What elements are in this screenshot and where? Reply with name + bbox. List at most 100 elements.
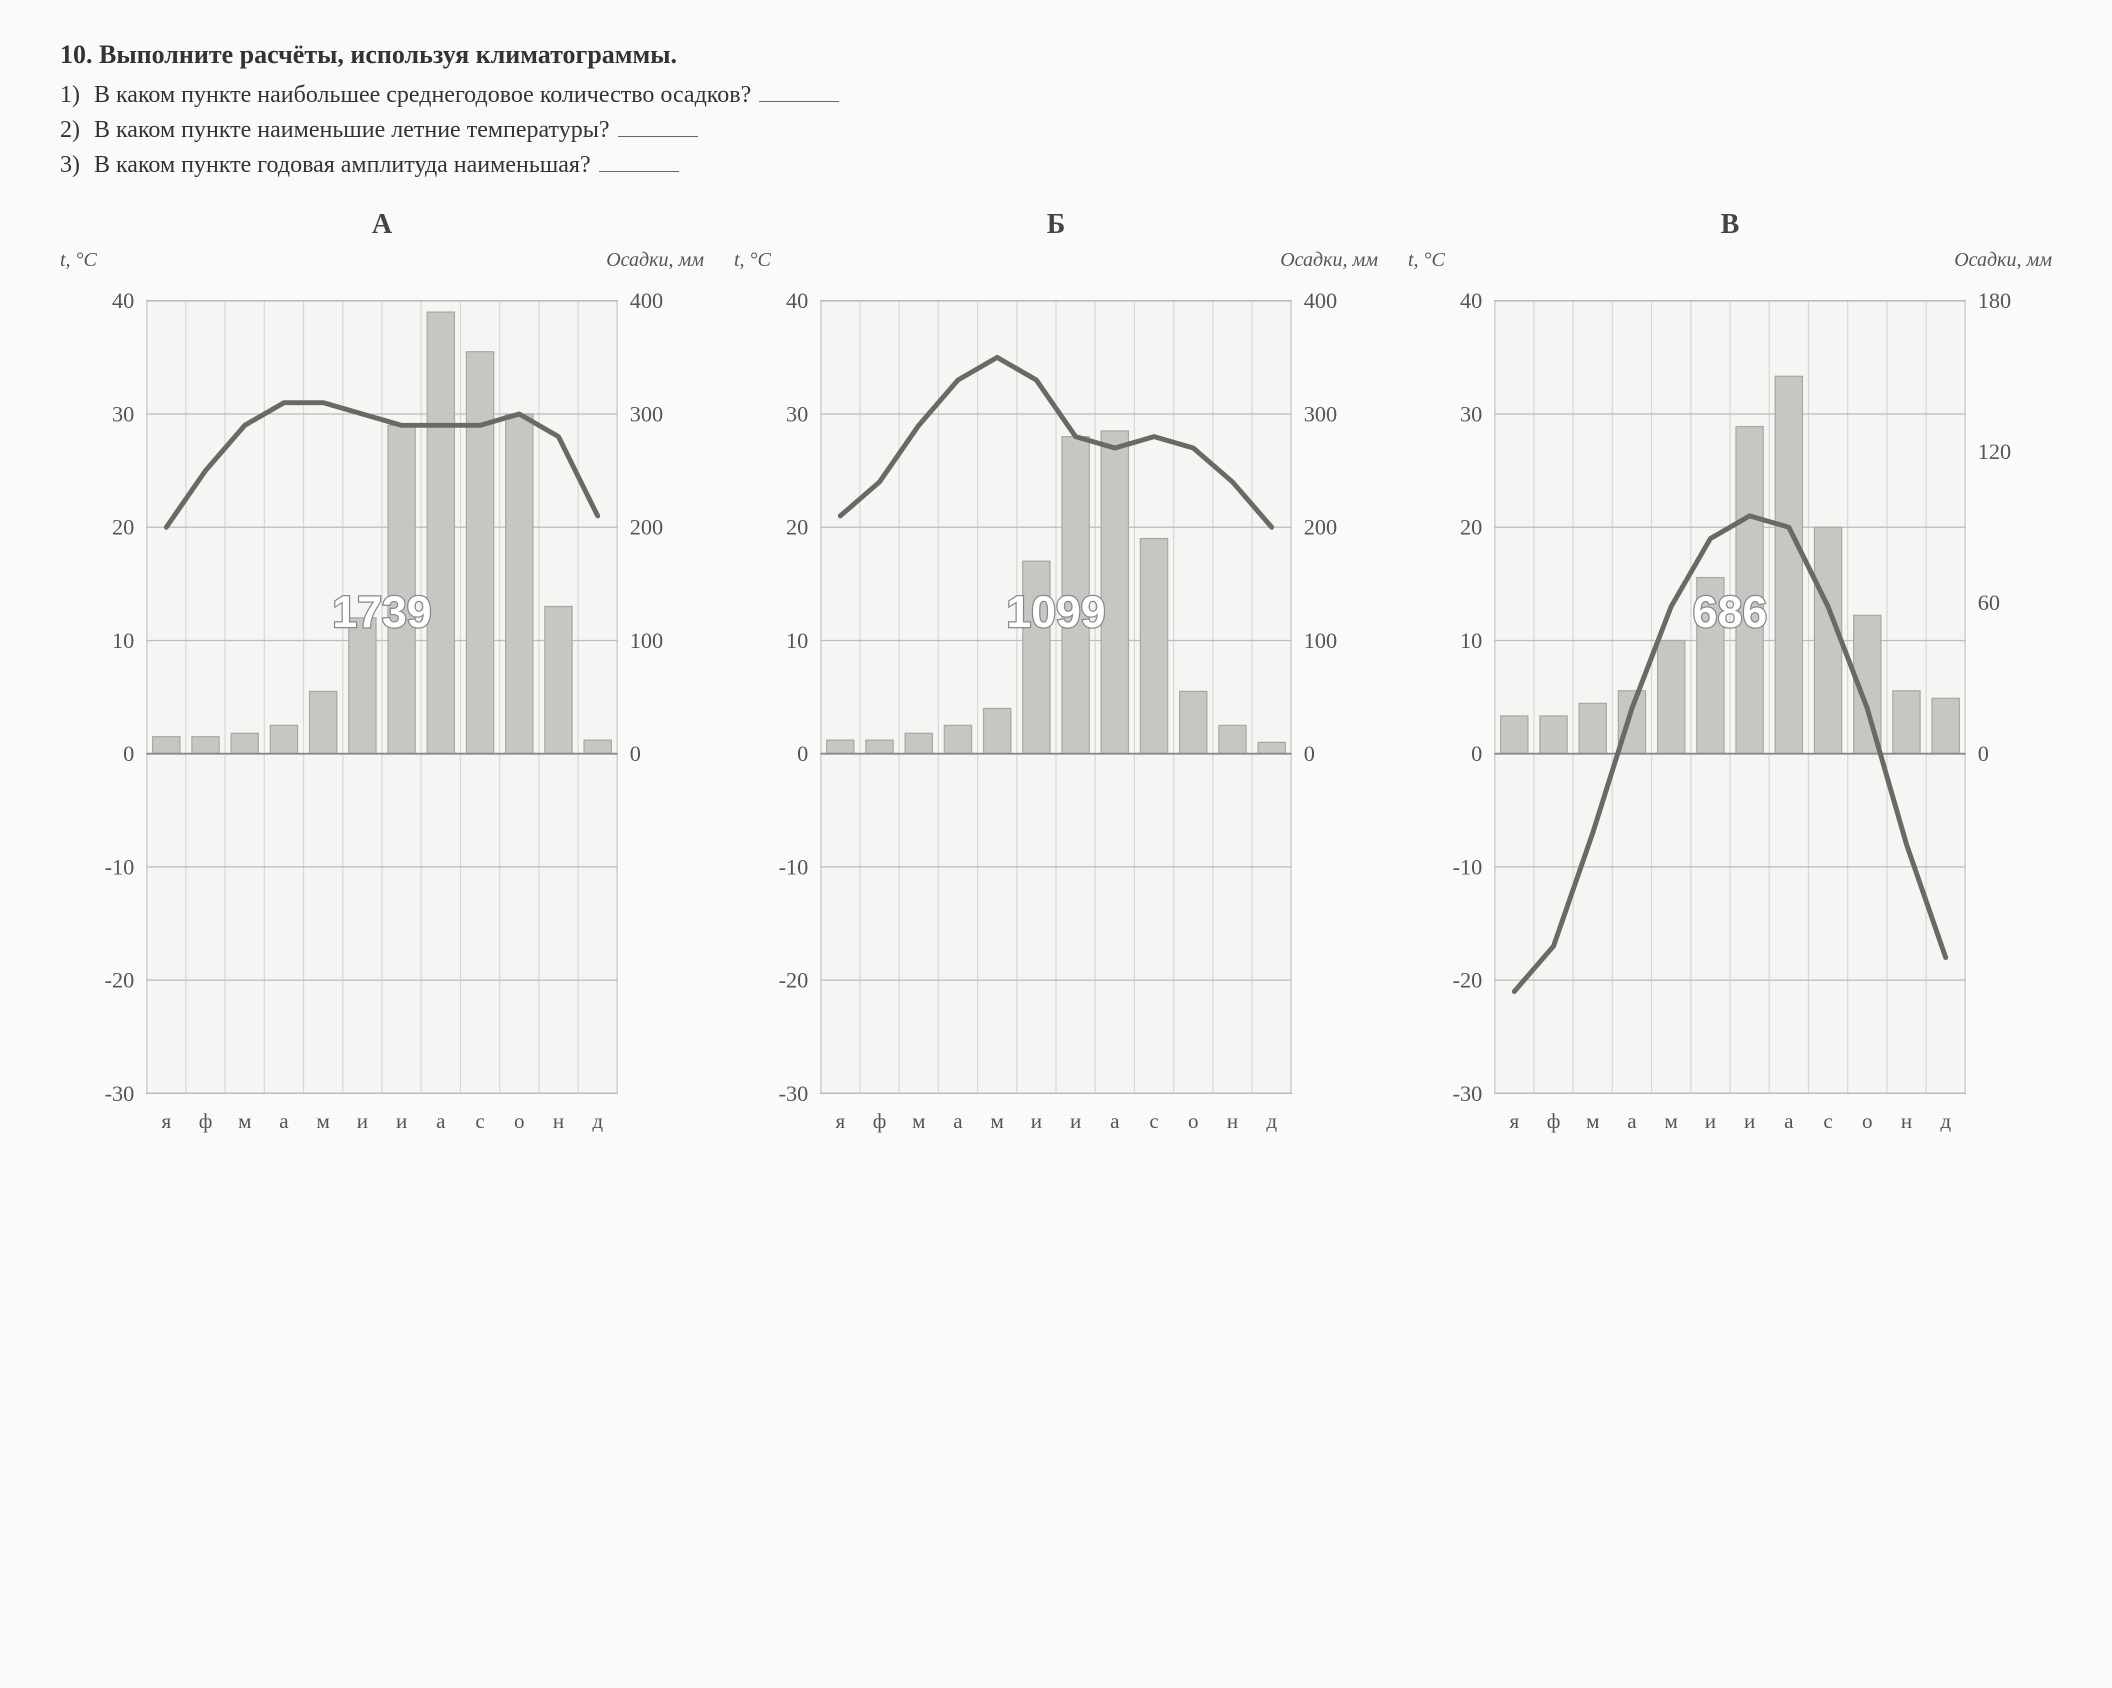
- precip-bar: [349, 618, 376, 754]
- chart-panel: Аt, °C Осадки, мм -30 -20 -10 0 10 20 30 400 100 20…: [60, 209, 704, 1168]
- precip-bar: [1219, 725, 1246, 753]
- climograph: -30-20-1001020304001002003004001739яфмам…: [60, 276, 704, 1168]
- precip-bar: [270, 725, 297, 753]
- precip-bar: [231, 733, 258, 753]
- temp-tick-label: -20: [779, 968, 809, 993]
- right-axis-label: Осадки, мм: [1280, 249, 1378, 272]
- precip-tick-label: 300: [1304, 401, 1337, 426]
- temp-tick-label: 10: [1460, 628, 1482, 653]
- temp-tick-label: 10: [112, 628, 134, 653]
- temp-tick-label: 0: [123, 741, 134, 766]
- precip-tick-label: 400: [630, 288, 663, 313]
- precip-bar: [506, 414, 533, 754]
- chart-letter: А: [372, 209, 392, 241]
- answer-blank[interactable]: [618, 113, 698, 137]
- month-label: я: [161, 1109, 171, 1133]
- month-label: а: [1110, 1109, 1120, 1133]
- precip-bar: [984, 708, 1011, 753]
- precip-tick-label: 300: [630, 401, 663, 426]
- precip-bar: [1140, 539, 1167, 754]
- precip-tick-label: 200: [630, 515, 663, 540]
- month-label: о: [1188, 1109, 1199, 1133]
- temp-tick-label: -10: [779, 854, 809, 879]
- month-label: и: [1705, 1109, 1716, 1133]
- left-axis-label: t, °C: [734, 249, 771, 272]
- answer-blank[interactable]: [599, 148, 679, 172]
- month-label: и: [1744, 1109, 1755, 1133]
- question-3: 3)В каком пункте годовая амплитуда наиме…: [60, 148, 2052, 179]
- temp-tick-label: 0: [1471, 741, 1482, 766]
- left-axis-label: t, °C: [60, 249, 97, 272]
- precip-bar: [153, 737, 180, 754]
- month-label: с: [1823, 1109, 1832, 1133]
- precip-bar: [1658, 640, 1685, 753]
- chart-letter: В: [1721, 209, 1740, 241]
- temp-tick-label: -20: [105, 968, 135, 993]
- month-label: ф: [199, 1109, 213, 1133]
- question-text: В каком пункте наименьшие летние темпера…: [94, 117, 610, 143]
- month-label: н: [1227, 1109, 1238, 1133]
- month-label: с: [475, 1109, 484, 1133]
- month-label: я: [1509, 1109, 1519, 1133]
- temp-tick-label: -30: [779, 1081, 809, 1106]
- precip-tick-label: 180: [1978, 288, 2011, 313]
- right-axis-label: Осадки, мм: [1954, 249, 2052, 272]
- month-label: д: [1940, 1109, 1951, 1133]
- title-text: Выполните расчёты, используя климатограм…: [99, 40, 677, 69]
- precip-bar: [1180, 691, 1207, 753]
- month-label: а: [1627, 1109, 1637, 1133]
- temp-tick-label: 30: [786, 401, 808, 426]
- month-label: о: [1862, 1109, 1873, 1133]
- month-label: и: [357, 1109, 368, 1133]
- question-text: В каком пункте наибольшее среднегодовое …: [94, 82, 751, 108]
- temp-tick-label: -30: [105, 1081, 135, 1106]
- annual-precip-label: 1099: [1006, 588, 1105, 637]
- precip-bar: [427, 312, 454, 754]
- temp-tick-label: -10: [1453, 854, 1483, 879]
- month-label: а: [279, 1109, 289, 1133]
- precip-bar: [584, 740, 611, 754]
- climograph: -30-20-1001020304001002003004001099яфмам…: [734, 276, 1378, 1168]
- question-1: 1)В каком пункте наибольшее среднегодово…: [60, 78, 2052, 109]
- question-number: 3): [60, 152, 94, 179]
- month-label: и: [396, 1109, 407, 1133]
- month-label: и: [1031, 1109, 1042, 1133]
- precip-bar: [1501, 716, 1528, 754]
- month-label: н: [1901, 1109, 1912, 1133]
- precip-tick-label: 100: [1304, 628, 1337, 653]
- temp-tick-label: -10: [105, 854, 135, 879]
- month-label: а: [1784, 1109, 1794, 1133]
- precip-tick-label: 400: [1304, 288, 1337, 313]
- precip-bar: [1258, 742, 1285, 753]
- month-label: д: [592, 1109, 603, 1133]
- precip-tick-label: 0: [630, 741, 641, 766]
- temp-tick-label: 0: [797, 741, 808, 766]
- precip-tick-label: 60: [1978, 590, 2000, 615]
- question-2: 2)В каком пункте наименьшие летние темпе…: [60, 113, 2052, 144]
- answer-blank[interactable]: [759, 78, 839, 102]
- precip-tick-label: 100: [630, 628, 663, 653]
- month-label: д: [1266, 1109, 1277, 1133]
- question-number: 2): [60, 117, 94, 144]
- question-text: В каком пункте годовая амплитуда наимень…: [94, 152, 591, 178]
- precip-bar: [466, 352, 493, 754]
- temp-tick-label: 20: [112, 515, 134, 540]
- month-label: м: [317, 1109, 330, 1133]
- month-label: м: [1665, 1109, 1678, 1133]
- temp-tick-label: 30: [112, 401, 134, 426]
- month-label: ф: [873, 1109, 887, 1133]
- precip-bar: [905, 733, 932, 753]
- month-label: а: [953, 1109, 963, 1133]
- temp-tick-label: 20: [786, 515, 808, 540]
- title-number: 10.: [60, 40, 93, 69]
- precip-bar: [192, 737, 219, 754]
- temp-tick-label: 30: [1460, 401, 1482, 426]
- right-axis-label: Осадки, мм: [606, 249, 704, 272]
- temp-tick-label: 40: [786, 288, 808, 313]
- month-label: м: [991, 1109, 1004, 1133]
- precip-bar: [1579, 703, 1606, 753]
- precip-bar: [1893, 691, 1920, 754]
- month-label: я: [835, 1109, 845, 1133]
- precip-tick-label: 0: [1978, 741, 1989, 766]
- month-label: и: [1070, 1109, 1081, 1133]
